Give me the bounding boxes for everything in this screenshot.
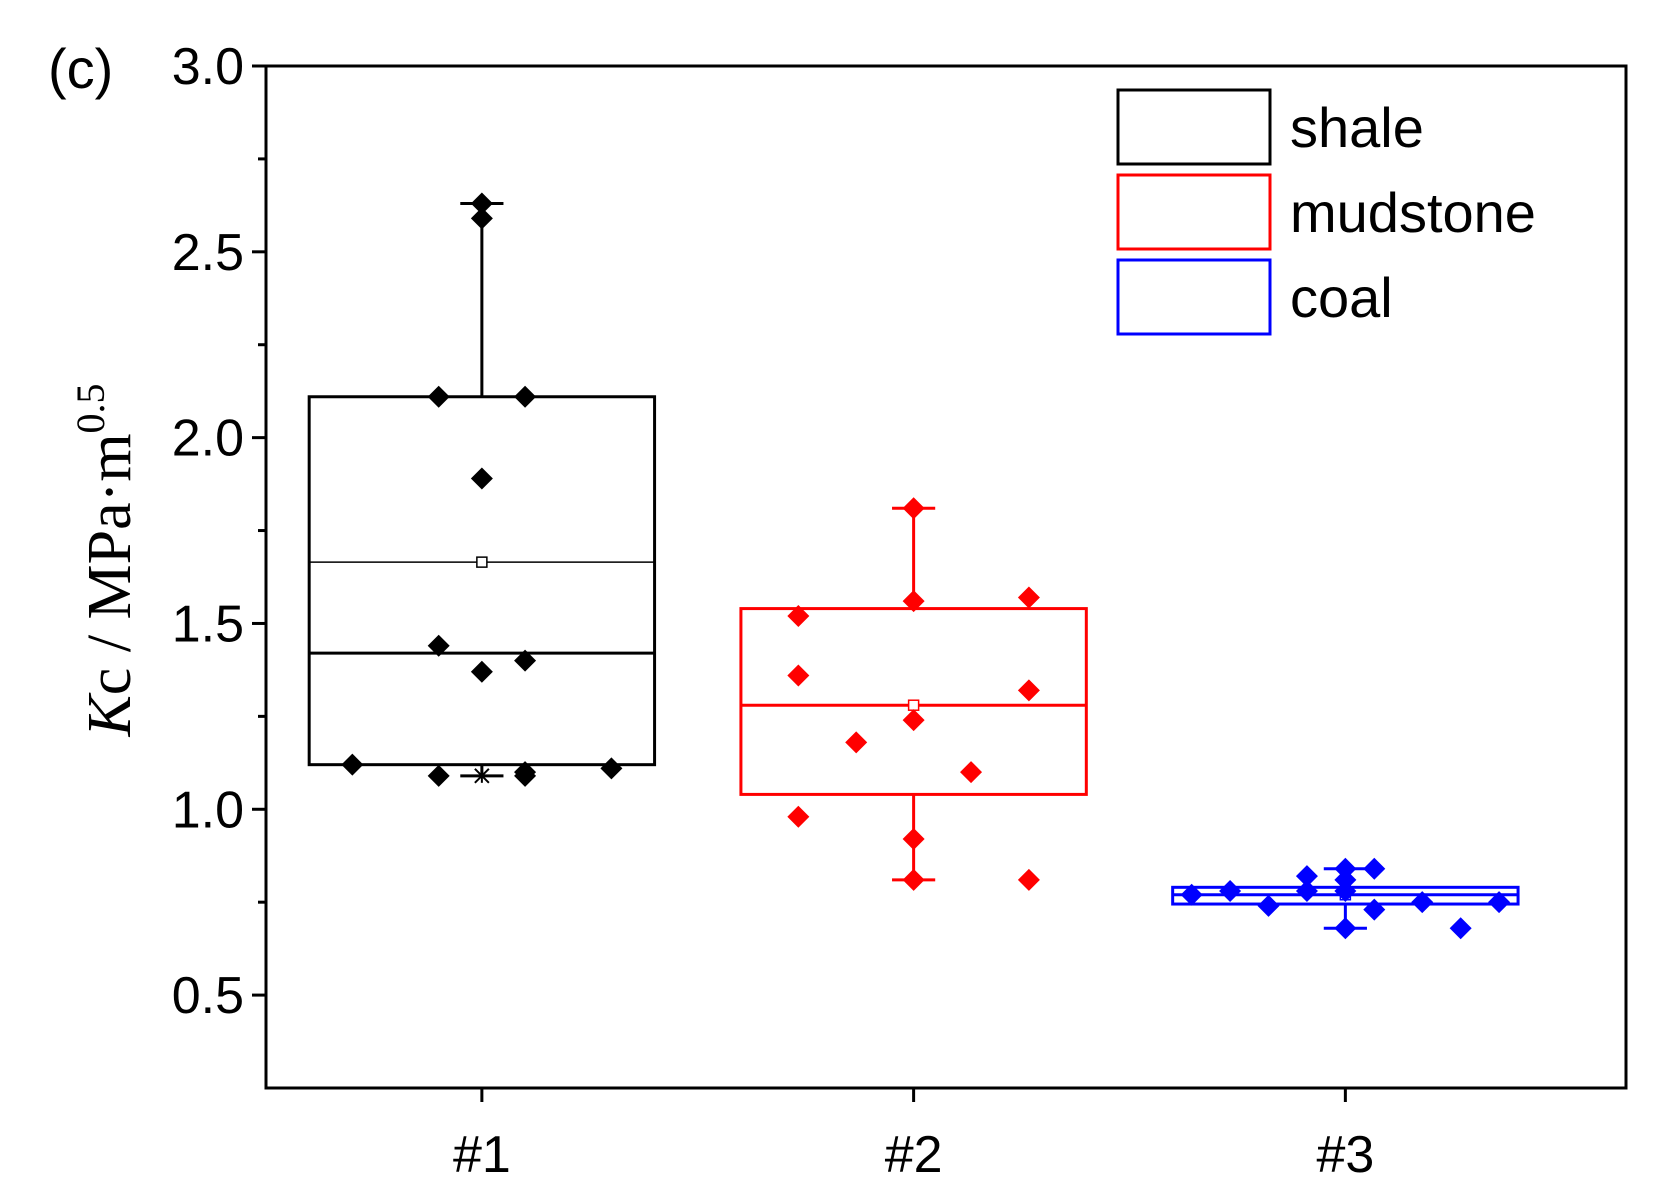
y-tick-label-2.5: 2.5 bbox=[172, 224, 244, 282]
plot-area bbox=[307, 192, 1520, 940]
coal-point-14 bbox=[1488, 891, 1511, 914]
x-tick-label-1: #1 bbox=[453, 1126, 511, 1183]
legend-label-mudstone: mudstone bbox=[1290, 181, 1536, 244]
mudstone-point-7 bbox=[902, 709, 925, 732]
shale-point-5 bbox=[470, 192, 493, 215]
legend: shale mudstone coal bbox=[1116, 88, 1536, 336]
coal-point-11 bbox=[1363, 898, 1386, 921]
coal-point-6 bbox=[1334, 857, 1357, 880]
mudstone-point-1 bbox=[787, 605, 810, 628]
shale-box bbox=[307, 395, 657, 767]
svg-text:Kc / MPa·m0.5: Kc / MPa·m0.5 bbox=[68, 383, 144, 737]
y-tick-label-1.5: 1.5 bbox=[172, 595, 244, 653]
coal-point-2 bbox=[1219, 880, 1242, 903]
series-coal bbox=[1171, 857, 1520, 940]
panel-label: (c) bbox=[48, 37, 113, 100]
coal-point-5 bbox=[1295, 880, 1318, 903]
mudstone-point-13 bbox=[1017, 868, 1040, 891]
y-tick-label-1.0: 1.0 bbox=[172, 781, 244, 839]
series-mudstone bbox=[739, 497, 1088, 891]
shale-point-1 bbox=[341, 753, 364, 776]
shale-mean-marker bbox=[476, 556, 488, 568]
mudstone-point-12 bbox=[1017, 679, 1040, 702]
mudstone-point-3 bbox=[787, 805, 810, 828]
mudstone-point-9 bbox=[902, 868, 925, 891]
coal-point-13 bbox=[1449, 917, 1472, 940]
mudstone-point-11 bbox=[1017, 586, 1040, 609]
coal-point-7 bbox=[1334, 868, 1357, 891]
coal-point-4 bbox=[1295, 865, 1318, 888]
shale-point-4 bbox=[427, 764, 450, 787]
shale-point-3 bbox=[427, 634, 450, 657]
shale-point-12 bbox=[514, 764, 537, 787]
shale-point-10 bbox=[514, 649, 537, 672]
y-axis-title: Kc / MPa·m0.5 bbox=[68, 383, 144, 737]
legend-swatch-shale bbox=[1116, 88, 1272, 166]
y-tick-label-3.0: 3.0 bbox=[172, 38, 244, 96]
shale-point-6 bbox=[470, 207, 493, 230]
legend-swatch-coal bbox=[1116, 258, 1272, 336]
axes: 0.5 1.0 1.5 2.0 2.5 3.0 #1 #2 #3 bbox=[172, 38, 1628, 1183]
mudstone-point-8 bbox=[902, 828, 925, 851]
mudstone-point-5 bbox=[902, 497, 925, 520]
y-axis-title-sup: 0.5 bbox=[68, 383, 113, 433]
mudstone-point-6 bbox=[902, 590, 925, 613]
shale-point-2 bbox=[427, 385, 450, 408]
series-shale bbox=[307, 192, 657, 787]
y-tick-label-2.0: 2.0 bbox=[172, 410, 244, 468]
coal-point-8 bbox=[1334, 880, 1357, 903]
y-axis-title-italic: K bbox=[76, 692, 144, 738]
coal-point-3 bbox=[1257, 894, 1280, 917]
shale-point-9 bbox=[514, 385, 537, 408]
mudstone-point-10 bbox=[960, 761, 983, 784]
x-tick-label-3: #3 bbox=[1316, 1126, 1374, 1183]
shale-point-13 bbox=[600, 757, 623, 780]
coal-point-1 bbox=[1180, 883, 1203, 906]
legend-swatch-mudstone bbox=[1116, 173, 1272, 251]
legend-label-shale: shale bbox=[1290, 96, 1424, 159]
coal-point-9 bbox=[1334, 917, 1357, 940]
mudstone-mean-marker bbox=[907, 699, 920, 711]
legend-label-coal: coal bbox=[1290, 266, 1393, 329]
shale-point-8 bbox=[470, 660, 493, 683]
x-tick-label-2: #2 bbox=[885, 1126, 943, 1183]
mudstone-point-2 bbox=[787, 664, 810, 687]
mudstone-point-4 bbox=[845, 731, 868, 754]
plot-frame bbox=[264, 64, 1628, 1090]
y-tick-label-0.5: 0.5 bbox=[172, 967, 244, 1025]
shale-point-7 bbox=[470, 467, 493, 490]
coal-point-12 bbox=[1411, 891, 1434, 914]
coal-point-10 bbox=[1363, 857, 1386, 880]
y-axis-title-main: c / MPa·m bbox=[76, 433, 144, 695]
